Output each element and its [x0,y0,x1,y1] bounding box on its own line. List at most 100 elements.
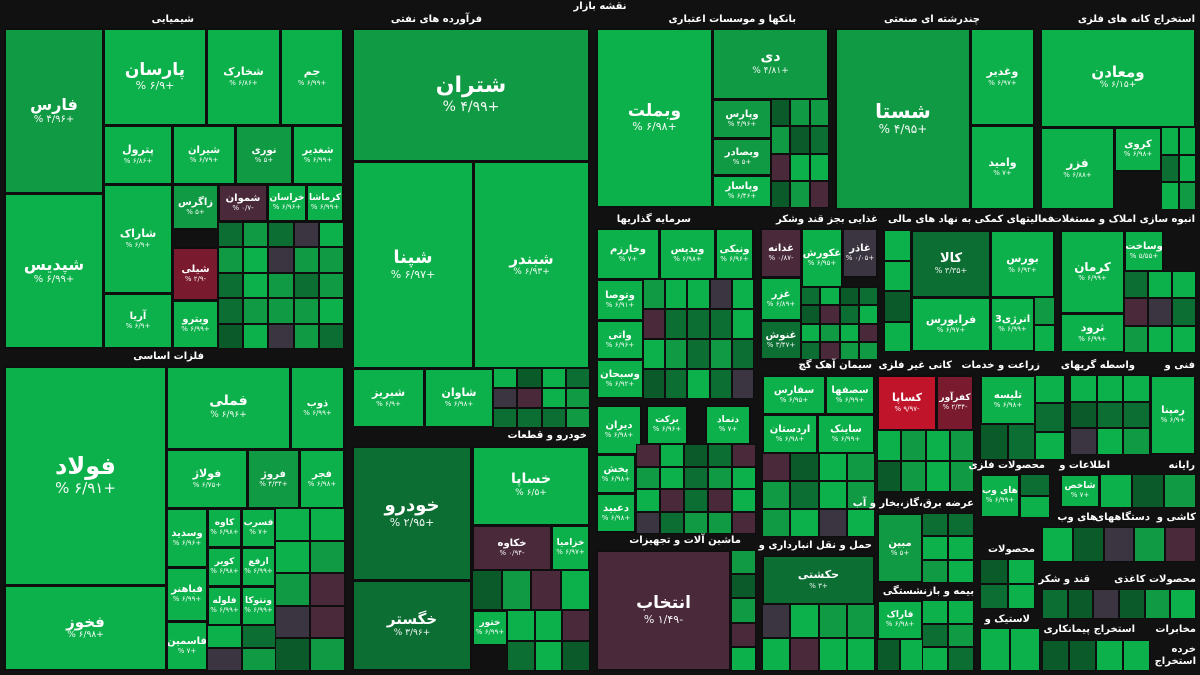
treemap-small-tile[interactable] [949,461,974,492]
treemap-small-tile[interactable] [980,628,1010,671]
treemap-small-tile[interactable] [541,368,566,388]
treemap-small-tile[interactable] [310,540,345,574]
treemap-tile[interactable]: فسرب +۷ % [241,508,276,548]
treemap-small-tile[interactable] [948,600,974,624]
treemap-small-tile[interactable] [218,272,244,299]
treemap-small-tile[interactable] [1035,403,1065,432]
treemap-tile[interactable]: فلوله +۶/۹۹ % [207,586,242,626]
treemap-tile[interactable]: ساینک +۶/۹۹ % [817,414,875,454]
treemap-small-tile[interactable] [1035,375,1065,404]
treemap-small-tile[interactable] [708,489,732,512]
treemap-tile[interactable]: وبصادر +۵ % [712,138,772,176]
treemap-small-tile[interactable] [268,298,294,324]
treemap-small-tile[interactable] [771,180,791,208]
treemap-small-tile[interactable] [218,323,244,349]
treemap-small-tile[interactable] [1148,271,1172,299]
treemap-small-tile[interactable] [1178,127,1196,155]
treemap-small-tile[interactable] [1123,428,1150,455]
treemap-tile[interactable]: ثرود +۶/۹۹ % [1060,313,1125,353]
treemap-small-tile[interactable] [1070,375,1097,402]
treemap-small-tile[interactable] [207,648,242,671]
treemap-small-tile[interactable] [310,508,345,541]
treemap-small-tile[interactable] [268,323,294,349]
treemap-small-tile[interactable] [241,625,276,648]
treemap-small-tile[interactable] [1007,424,1035,460]
treemap-small-tile[interactable] [801,341,821,360]
treemap-small-tile[interactable] [207,625,242,648]
treemap-small-tile[interactable] [884,321,911,352]
treemap-small-tile[interactable] [884,230,911,261]
treemap-small-tile[interactable] [275,638,310,671]
treemap-tile[interactable]: غکورش +۶/۹۵ % [801,228,843,288]
treemap-tile[interactable]: رمپنا +۶/۹ % [1150,375,1196,455]
treemap-small-tile[interactable] [731,574,756,599]
treemap-small-tile[interactable] [732,466,756,489]
treemap-small-tile[interactable] [1172,271,1196,299]
treemap-small-tile[interactable] [541,388,566,408]
treemap-small-tile[interactable] [241,648,276,671]
treemap-small-tile[interactable] [1072,527,1104,562]
treemap-tile[interactable]: ختور +۶/۹۹ % [472,610,508,646]
treemap-tile[interactable]: وتوصا +۶/۹۱ % [596,279,644,321]
treemap-tile[interactable]: وخارزم +۷ % [596,228,660,280]
treemap-tile[interactable]: شپدیس +۶/۹۹ % [4,193,104,349]
treemap-small-tile[interactable] [660,511,684,534]
treemap-small-tile[interactable] [643,339,666,369]
treemap-small-tile[interactable] [1096,375,1124,402]
treemap-small-tile[interactable] [507,610,535,641]
treemap-tile[interactable]: فارس +۴/۹۶ % [4,28,104,194]
treemap-small-tile[interactable] [809,153,829,181]
treemap-small-tile[interactable] [839,341,859,360]
treemap-small-tile[interactable] [771,99,791,127]
treemap-small-tile[interactable] [1124,325,1148,353]
treemap-small-tile[interactable] [1093,589,1119,619]
treemap-small-tile[interactable] [1178,154,1196,183]
treemap-tile[interactable]: شیران +۶/۷۹ % [172,125,236,185]
treemap-tile[interactable]: ونتوکا +۶/۹۹ % [241,586,276,626]
treemap-small-tile[interactable] [818,637,847,671]
treemap-small-tile[interactable] [790,637,819,671]
treemap-small-tile[interactable] [790,153,810,181]
treemap-small-tile[interactable] [684,489,708,512]
treemap-tile[interactable]: برکت +۶/۹۶ % [646,405,688,445]
treemap-tile[interactable]: ارفع +۶/۹۹ % [241,547,276,587]
treemap-small-tile[interactable] [1170,589,1196,619]
treemap-small-tile[interactable] [839,305,859,324]
treemap-small-tile[interactable] [1042,640,1069,671]
treemap-small-tile[interactable] [801,305,821,324]
treemap-tile[interactable]: خودرو +۲/۹۵ % [352,446,472,581]
treemap-small-tile[interactable] [318,298,344,324]
treemap-small-tile[interactable] [660,444,684,467]
treemap-tile[interactable]: سصفها +۶/۹۹ % [825,375,875,415]
treemap-small-tile[interactable] [293,298,319,324]
treemap-tile[interactable]: غاذر +۰/۰۵ % [842,228,878,278]
treemap-tile[interactable]: سفارس +۶/۹۵ % [762,375,826,415]
treemap-tile[interactable]: شموان -۰/۷ % [218,184,268,222]
treemap-small-tile[interactable] [501,570,531,610]
treemap-small-tile[interactable] [293,247,319,273]
treemap-tile[interactable]: فروژ +۴/۳۴ % [247,449,300,509]
treemap-tile[interactable]: شبندر +۶/۹۳ % [473,161,590,369]
treemap-small-tile[interactable] [243,222,269,248]
treemap-small-tile[interactable] [709,309,732,339]
treemap-small-tile[interactable] [732,444,756,467]
treemap-small-tile[interactable] [877,639,900,671]
treemap-small-tile[interactable] [517,368,542,388]
treemap-small-tile[interactable] [790,126,810,154]
treemap-small-tile[interactable] [562,640,590,671]
treemap-small-tile[interactable] [643,369,666,399]
treemap-tile[interactable]: ویترو +۶/۹۹ % [172,300,219,349]
treemap-small-tile[interactable] [708,466,732,489]
treemap-small-tile[interactable] [980,559,1008,584]
treemap-tile[interactable]: خراسان +۶/۹۶ % [267,184,307,222]
treemap-small-tile[interactable] [790,453,819,481]
treemap-tile[interactable]: انتخاب -۱/۴۹ % [596,550,731,671]
treemap-tile[interactable]: شغدیر +۶/۹۹ % [292,125,344,185]
treemap-tile[interactable]: وپاسار +۶/۴۶ % [712,175,772,208]
treemap-small-tile[interactable] [846,481,875,509]
treemap-small-tile[interactable] [809,126,829,154]
treemap-small-tile[interactable] [1035,431,1065,460]
treemap-small-tile[interactable] [1067,589,1094,619]
treemap-small-tile[interactable] [218,298,244,324]
treemap-small-tile[interactable] [643,279,666,309]
